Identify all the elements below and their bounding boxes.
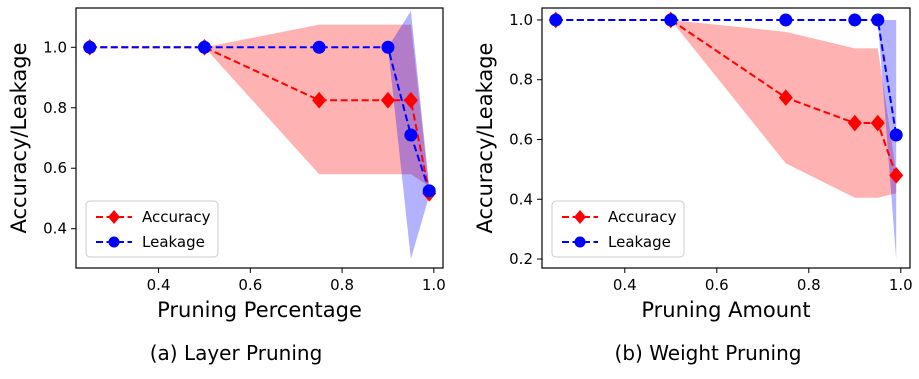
axes-frame (75, 7, 444, 269)
legend-marker-accuracy (108, 210, 120, 224)
data-point-accuracy (403, 91, 418, 109)
data-point-leakage (312, 40, 326, 54)
data-point-leakage (422, 184, 436, 198)
x-tick-label: 0.4 (613, 276, 637, 294)
data-point-leakage (664, 13, 678, 27)
legend-label-leakage: Leakage (608, 233, 671, 251)
x-tick-label: 1.0 (422, 276, 446, 294)
data-point-leakage (381, 40, 395, 54)
x-tick-label: 0.4 (147, 276, 171, 294)
data-point-leakage (889, 128, 903, 142)
legend: Accuracy Leakage (551, 200, 685, 258)
y-tick-label: 0.4 (509, 190, 533, 208)
x-axis-label: Pruning Percentage (157, 298, 362, 322)
series-line-leakage (89, 46, 431, 192)
data-point-leakage (871, 13, 885, 27)
plot-area (548, 11, 904, 260)
y-tick-label: 0.6 (509, 130, 533, 148)
plot-area (82, 11, 437, 259)
data-point-leakage (549, 13, 563, 27)
data-point-accuracy (889, 167, 904, 184)
data-point-accuracy (380, 91, 395, 109)
data-point-leakage (779, 13, 793, 27)
data-point-leakage (404, 128, 418, 142)
data-point-leakage (197, 40, 211, 54)
axes-frame (541, 7, 911, 269)
data-point-accuracy (778, 89, 793, 106)
legend: Accuracy Leakage (85, 200, 219, 258)
band-accuracy (555, 19, 897, 198)
y-tick-label: 1.0 (43, 38, 67, 56)
band-leakage (89, 11, 430, 259)
x-tick-label: 0.6 (238, 276, 262, 294)
chart-panel-2: 0.4 0.6 0.8 1.0 0.2 0.4 0.6 0.8 1.0 Pruning Amoun… (473, 7, 913, 365)
y-tick-label: 0.6 (43, 159, 67, 177)
data-point-accuracy (870, 114, 885, 132)
y-axis-label: Accuracy/Leakage (473, 43, 497, 234)
x-tick-label: 0.8 (797, 276, 821, 294)
x-tick-label: 0.8 (330, 276, 354, 294)
figure-caption: (a) Layer Pruning (150, 341, 323, 365)
y-axis-label: Accuracy/Leakage (7, 43, 31, 234)
y-tick-label: 0.8 (43, 99, 67, 117)
y-tick-label: 0.4 (43, 220, 67, 238)
legend-label-accuracy: Accuracy (142, 208, 211, 226)
data-point-leakage (83, 40, 97, 54)
x-tick-label: 0.6 (705, 276, 729, 294)
y-tick-label: 1.0 (509, 11, 533, 29)
y-tick-label: 0.2 (509, 250, 533, 268)
legend-marker-leakage (108, 236, 120, 248)
figure-caption: (b) Weight Pruning (615, 341, 802, 365)
band-accuracy (89, 24, 430, 190)
legend-label-accuracy: Accuracy (608, 208, 677, 226)
legend-label-leakage: Leakage (142, 233, 205, 251)
legend-marker-leakage (574, 236, 586, 248)
y-tick-label: 0.8 (509, 71, 533, 89)
x-axis-label: Pruning Amount (641, 298, 810, 322)
series-line-leakage (555, 18, 898, 136)
data-point-accuracy (847, 114, 862, 132)
data-point-accuracy (312, 91, 327, 109)
data-point-leakage (848, 13, 862, 27)
x-tick-label: 1.0 (889, 276, 913, 294)
chart-panel-1: 0.4 0.6 0.8 1.0 0.4 0.6 0.8 1.0 Pruning Percenta… (7, 7, 446, 365)
legend-marker-accuracy (574, 210, 586, 224)
